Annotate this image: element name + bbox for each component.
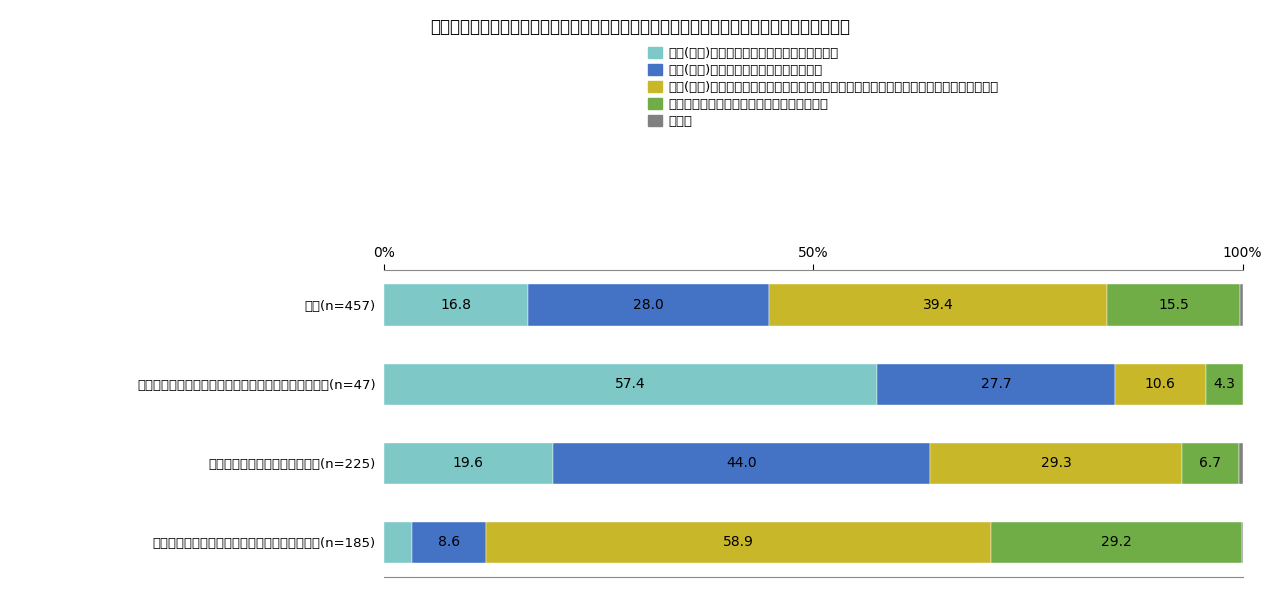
- Bar: [384, 364, 877, 404]
- Bar: [552, 443, 930, 484]
- Bar: [991, 522, 1241, 563]
- Text: 『図３－５』リスキリングに対する取り組み状況（経幕課題としてのリスキリング重視度別）: 『図３－５』リスキリングに対する取り組み状況（経幕課題としてのリスキリング重視度…: [430, 18, 851, 36]
- Bar: [877, 364, 1114, 404]
- Text: 28.0: 28.0: [633, 298, 664, 312]
- Bar: [1181, 443, 1239, 484]
- Text: 29.2: 29.2: [1102, 535, 1132, 549]
- Bar: [1205, 364, 1243, 404]
- Bar: [384, 443, 552, 484]
- Bar: [384, 522, 411, 563]
- Text: 39.4: 39.4: [922, 298, 953, 312]
- Bar: [529, 284, 769, 326]
- Bar: [485, 522, 991, 563]
- Text: 4.3: 4.3: [1213, 377, 1235, 391]
- Text: 6.7: 6.7: [1199, 456, 1221, 471]
- Bar: [1107, 284, 1240, 326]
- Bar: [1239, 443, 1243, 484]
- Bar: [384, 284, 529, 326]
- Text: 27.7: 27.7: [980, 377, 1011, 391]
- Text: 29.3: 29.3: [1040, 456, 1071, 471]
- Text: 16.8: 16.8: [441, 298, 471, 312]
- Text: 58.9: 58.9: [722, 535, 753, 549]
- Text: 15.5: 15.5: [1158, 298, 1189, 312]
- Text: 8.6: 8.6: [438, 535, 460, 549]
- Bar: [1114, 364, 1205, 404]
- Bar: [411, 522, 485, 563]
- Bar: [1240, 284, 1243, 326]
- Text: 19.6: 19.6: [453, 456, 484, 471]
- Bar: [769, 284, 1107, 326]
- Legend: 会社(組織)として、既に取り組みを行っている, 会社(組織)としての取り組み内容を検討中, 会社(組織)として取り組むより、どちらかというと社員の自律的な取り組: 会社(組織)として、既に取り組みを行っている, 会社(組織)としての取り組み内容…: [648, 47, 998, 128]
- Text: 44.0: 44.0: [726, 456, 757, 471]
- Text: 10.6: 10.6: [1145, 377, 1176, 391]
- Bar: [930, 443, 1181, 484]
- Text: 57.4: 57.4: [615, 377, 646, 391]
